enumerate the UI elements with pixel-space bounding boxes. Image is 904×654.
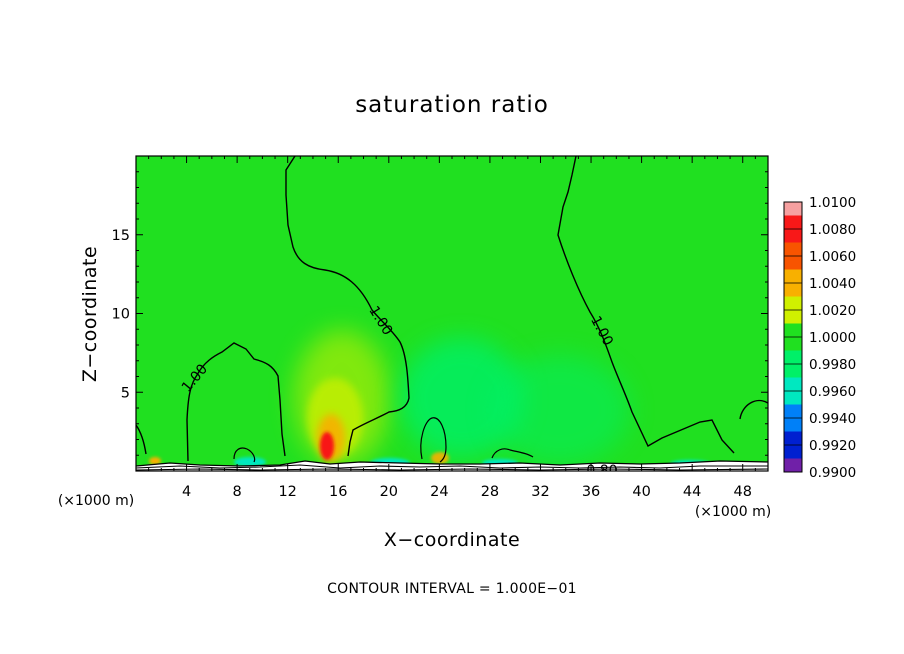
colorbar-swatch <box>784 350 802 364</box>
colorbar-label: 1.0040 <box>809 276 856 292</box>
colorbar-label: 1.0020 <box>809 303 856 319</box>
x-tick-label: 44 <box>683 484 701 500</box>
colorbar-swatch <box>784 391 802 405</box>
x-tick-label: 24 <box>430 484 448 500</box>
x-axis-label: X−coordinate <box>384 529 520 551</box>
colorbar-label: 1.0000 <box>809 330 856 346</box>
x-axis: 4 8 12 16 20 24 28 32 36 40 44 48 <box>148 156 756 500</box>
colorbar-swatch <box>784 269 802 283</box>
colorbar-label: 0.9900 <box>809 465 856 481</box>
colorbar-swatch <box>784 323 802 337</box>
x-unit-right: (×1000 m) <box>695 504 771 520</box>
contour-1.00-left <box>136 342 286 462</box>
colorbar-label: 0.9980 <box>809 357 856 373</box>
contour-lines <box>136 156 768 471</box>
anomaly-drop-teal <box>400 338 524 458</box>
colorbar-swatch <box>784 256 802 270</box>
colorbar-label: 0.9920 <box>809 438 856 454</box>
x-tick-label: 36 <box>582 484 600 500</box>
colorbar-label: 1.0080 <box>809 222 856 238</box>
colorbar-swatch <box>784 242 802 256</box>
colorbar-swatch <box>784 377 802 391</box>
colorbar-swatch <box>784 229 802 243</box>
x-tick-label: 32 <box>531 484 549 500</box>
contour-surface-2 <box>136 464 768 469</box>
colorbar-swatch <box>784 458 802 472</box>
colorbar-swatch <box>784 215 802 229</box>
colorbar-swatch <box>784 418 802 432</box>
y-axis: 5 10 15 <box>112 171 768 456</box>
chart-title: saturation ratio <box>355 92 549 118</box>
anomaly-peak-red <box>320 432 334 460</box>
x-tick-label: 48 <box>733 484 751 500</box>
colorbar-label: 0.9940 <box>809 411 856 427</box>
contour-surface-3 <box>136 468 768 471</box>
x-tick-label: 40 <box>632 484 650 500</box>
x-tick-label: 28 <box>481 484 499 500</box>
x-tick-label: 12 <box>278 484 296 500</box>
y-tick-label: 10 <box>112 307 130 323</box>
colorbar-label: 1.0100 <box>809 195 856 211</box>
contour-bump-28 <box>491 448 534 459</box>
colorbar-label: 1.0060 <box>809 249 856 265</box>
colorbar-swatch <box>784 445 802 459</box>
x-tick-label: 8 <box>233 484 242 500</box>
colorbar-swatch <box>784 404 802 418</box>
plot-area: 1.00 1.00 1.00 0.80 <box>135 155 769 479</box>
colorbar: 1.0100 1.0080 1.0060 1.0040 1.0020 1.0000 0.99… <box>783 195 856 481</box>
colorbar-swatch <box>784 337 802 351</box>
x-tick-label: 20 <box>380 484 398 500</box>
x-tick-label: 16 <box>329 484 347 500</box>
colorbar-label: 0.9960 <box>809 384 856 400</box>
colorbar-swatch <box>784 431 802 445</box>
contour-surface-1 <box>136 460 768 467</box>
x-unit-left: (×1000 m) <box>58 493 134 509</box>
y-axis-label: Z−coordinate <box>79 246 101 382</box>
x-tick-label: 4 <box>182 484 191 500</box>
contour-bump-24 <box>420 417 447 463</box>
anomaly-teal-low-1 <box>234 457 266 467</box>
contour-bump-8 <box>233 447 256 463</box>
colorbar-swatch <box>784 310 802 324</box>
colorbar-swatch <box>784 364 802 378</box>
contour-interval-note: CONTOUR INTERVAL = 1.000E−01 <box>327 581 577 597</box>
y-tick-label: 5 <box>121 385 130 401</box>
anomaly-rise-yellow-24 <box>431 452 449 464</box>
contour-label-surface: 0.80 <box>586 463 617 479</box>
anomaly-drop-teal-right <box>490 355 630 465</box>
colorbar-swatch <box>784 202 802 216</box>
anomaly-rise-left <box>149 457 161 465</box>
contour-1.00-center <box>285 156 410 457</box>
contour-1.00-right <box>557 156 768 454</box>
y-tick-label: 15 <box>112 228 130 244</box>
colorbar-swatch <box>784 296 802 310</box>
colorbar-swatch <box>784 283 802 297</box>
